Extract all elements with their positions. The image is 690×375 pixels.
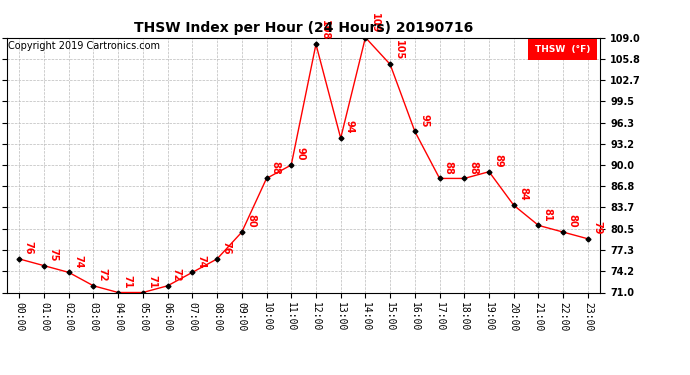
- Text: 88: 88: [469, 160, 478, 174]
- Text: 74: 74: [73, 255, 83, 268]
- Text: 108: 108: [320, 20, 330, 40]
- Text: 84: 84: [518, 188, 528, 201]
- Text: 88: 88: [444, 160, 454, 174]
- Text: 94: 94: [345, 120, 355, 134]
- Text: 88: 88: [270, 160, 281, 174]
- Title: THSW Index per Hour (24 Hours) 20190716: THSW Index per Hour (24 Hours) 20190716: [134, 21, 473, 35]
- Text: Copyright 2019 Cartronics.com: Copyright 2019 Cartronics.com: [8, 41, 160, 51]
- Text: 109: 109: [370, 13, 380, 33]
- Text: 74: 74: [197, 255, 206, 268]
- Text: 90: 90: [295, 147, 306, 161]
- Text: 80: 80: [567, 214, 578, 228]
- Text: 71: 71: [147, 275, 157, 288]
- Text: THSW  (°F): THSW (°F): [535, 45, 590, 54]
- Text: 76: 76: [23, 241, 33, 255]
- Text: 75: 75: [48, 248, 58, 261]
- Text: 81: 81: [542, 208, 553, 221]
- Text: 72: 72: [172, 268, 181, 282]
- Text: 76: 76: [221, 241, 231, 255]
- Text: 72: 72: [97, 268, 108, 282]
- Text: 79: 79: [592, 221, 602, 235]
- Text: 71: 71: [122, 275, 132, 288]
- Text: 80: 80: [246, 214, 256, 228]
- Text: 105: 105: [394, 40, 404, 60]
- Text: 89: 89: [493, 154, 503, 168]
- Text: 95: 95: [419, 114, 429, 127]
